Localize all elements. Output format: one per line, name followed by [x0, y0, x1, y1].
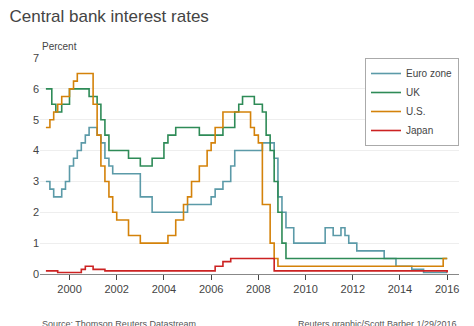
svg-text:Central bank interest rates: Central bank interest rates: [9, 7, 208, 26]
svg-text:Percent: Percent: [42, 41, 77, 52]
svg-text:7: 7: [33, 52, 39, 64]
svg-text:2000: 2000: [57, 283, 81, 295]
svg-text:5: 5: [33, 114, 39, 126]
svg-text:3: 3: [33, 175, 39, 187]
svg-text:1: 1: [33, 237, 39, 249]
svg-text:Japan: Japan: [406, 125, 433, 136]
svg-text:Source: Thomson Reuters Datast: Source: Thomson Reuters Datastream: [42, 319, 196, 326]
svg-text:2: 2: [33, 206, 39, 218]
svg-text:0: 0: [33, 268, 39, 280]
svg-text:2014: 2014: [388, 283, 412, 295]
svg-text:2012: 2012: [341, 283, 365, 295]
svg-text:2006: 2006: [199, 283, 223, 295]
svg-text:U.S.: U.S.: [406, 106, 425, 117]
svg-text:2004: 2004: [152, 283, 176, 295]
svg-text:6: 6: [33, 83, 39, 95]
svg-text:2010: 2010: [293, 283, 317, 295]
svg-text:Euro zone: Euro zone: [406, 68, 452, 79]
svg-text:2002: 2002: [104, 283, 128, 295]
svg-text:2008: 2008: [246, 283, 270, 295]
svg-text:UK: UK: [406, 87, 420, 98]
svg-text:2016: 2016: [435, 283, 459, 295]
svg-text:Reuters graphic/Scott Barber 1: Reuters graphic/Scott Barber 1/29/2016: [298, 319, 457, 326]
svg-text:4: 4: [33, 144, 39, 156]
